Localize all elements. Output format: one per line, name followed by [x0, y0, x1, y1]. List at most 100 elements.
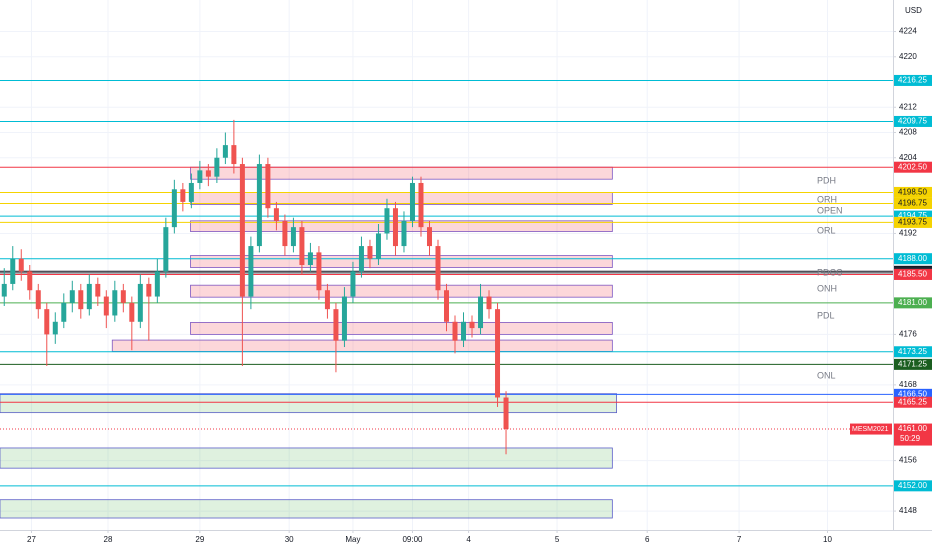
candle-body [27, 271, 33, 291]
candle-body [503, 397, 509, 430]
candle-body [495, 309, 501, 398]
symbol-label: MESM2021 [852, 426, 889, 433]
annotation: PDH [817, 175, 836, 185]
candle-body [112, 290, 118, 316]
price-tag-label: 4173.25 [898, 347, 927, 356]
price-tag-label: 4216.25 [898, 76, 927, 85]
price-tag-label: 4161.00 [898, 424, 927, 433]
annotation: PDCC [817, 267, 843, 277]
candle-body [435, 246, 441, 291]
candle-body [103, 296, 109, 316]
price-tag-label: 4198.50 [898, 188, 927, 197]
x-tick-label: 4 [466, 535, 471, 544]
candle-body [350, 271, 356, 297]
y-tick-label: 4212 [899, 102, 917, 111]
candle-body [222, 145, 228, 158]
x-tick-label: 30 [285, 535, 294, 544]
candle-body [44, 309, 50, 335]
price-tag-label: 4194.75 [898, 211, 927, 220]
price-tag [894, 358, 932, 370]
y-tick-label: 4220 [899, 52, 917, 61]
price-tag-label: 4152.00 [898, 481, 927, 490]
x-tick-label: 7 [737, 535, 742, 544]
candle-body [375, 233, 381, 259]
candle-body [52, 321, 58, 335]
candle-body [1, 283, 7, 297]
candle-body [426, 227, 432, 247]
candle-body [35, 290, 41, 310]
candle-body [231, 145, 237, 165]
x-tick-label: 10 [823, 535, 832, 544]
candle-body [324, 290, 330, 310]
price-tag [894, 161, 932, 173]
zone [190, 220, 613, 232]
annotation: OPEN [817, 205, 843, 215]
y-tick-label: 4224 [899, 27, 917, 36]
x-tick-label: 09:00 [402, 535, 423, 544]
candle-body [137, 283, 143, 322]
candle-body [486, 296, 492, 310]
candle-body [478, 296, 484, 329]
price-tag-label: 4202.50 [898, 162, 927, 171]
price-tag-label: 4171.25 [898, 359, 927, 368]
candle-body [197, 170, 203, 183]
price-tag [894, 186, 932, 198]
candle-body [180, 189, 186, 202]
candle-body [316, 252, 322, 291]
candle-body [146, 283, 152, 297]
candle-body [358, 246, 364, 272]
annotation: ORH [817, 194, 837, 204]
candle-body [256, 164, 262, 247]
y-tick-label: 4148 [899, 506, 917, 515]
candle-body [248, 246, 254, 297]
candle-body [290, 227, 296, 247]
price-tag-label: 4193.75 [898, 218, 927, 227]
candle-body [69, 290, 75, 303]
price-tag [894, 253, 932, 265]
candle-body [299, 227, 305, 265]
zone [0, 393, 617, 414]
candle-body [469, 321, 475, 329]
price-tag-label: 4196.75 [898, 199, 927, 208]
zone [190, 284, 613, 298]
price-tag [894, 115, 932, 127]
candle-body [341, 296, 347, 341]
price-tag-label: 4185.50 [898, 270, 927, 279]
candle-body [188, 182, 194, 202]
candle-body [418, 182, 424, 228]
countdown: 50:29 [900, 434, 921, 443]
x-tick-label: 29 [195, 535, 204, 544]
symbol-tag [850, 423, 892, 435]
candle-body [273, 208, 279, 221]
candle-body [282, 220, 288, 247]
y-tick-label: 4204 [899, 153, 917, 162]
x-tick-label: 6 [645, 535, 650, 544]
price-tag [894, 216, 932, 228]
zone [190, 255, 613, 268]
zone [190, 322, 613, 335]
candle-body [409, 182, 415, 221]
candle-body [95, 283, 101, 297]
annotation: PDL [817, 310, 835, 320]
candle-body [214, 157, 220, 177]
y-tick-label: 4176 [899, 330, 917, 339]
x-tick-label: 27 [27, 535, 36, 544]
candle-body [129, 302, 135, 322]
price-tag [894, 480, 932, 492]
price-tag [894, 423, 932, 446]
zone [0, 447, 613, 469]
candle-body [367, 246, 373, 259]
annotation: ONL [817, 370, 836, 380]
price-tag-label: 4166.50 [898, 389, 927, 398]
candle-body [384, 208, 390, 234]
candle-body [452, 321, 458, 341]
price-tag [894, 210, 932, 222]
y-tick-label: 4156 [899, 456, 917, 465]
zone [190, 192, 613, 205]
zone [111, 339, 613, 352]
y-tick-label: 4208 [899, 128, 917, 137]
price-tag-label: 4188.00 [898, 254, 927, 263]
candle-body [461, 321, 467, 341]
x-tick-label: May [345, 535, 360, 544]
candle-body [10, 258, 16, 284]
